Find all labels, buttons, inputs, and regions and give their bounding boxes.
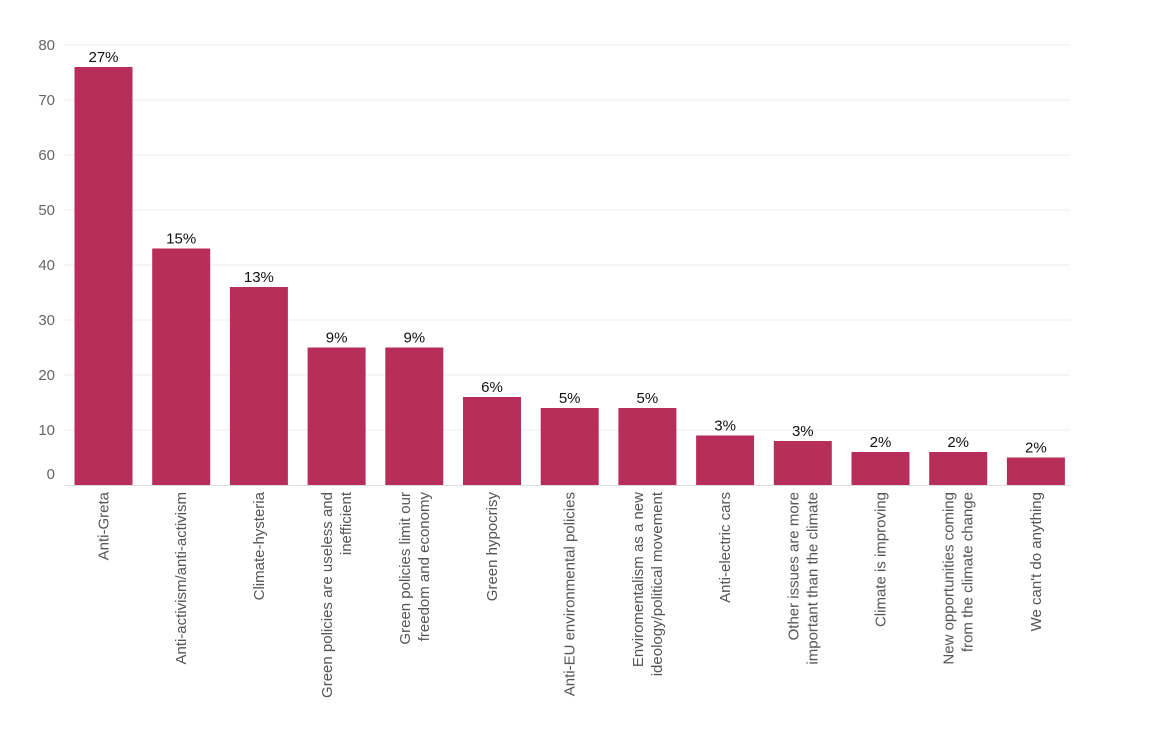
category-label-line: Green hypocrisy	[484, 492, 501, 602]
y-tick-label: 0	[47, 466, 55, 483]
data-label: 5%	[559, 390, 581, 407]
category-label: Enviromentalism as a new ideology/politic…	[630, 491, 666, 676]
category-label: Anti-EU environmental policies	[562, 492, 579, 696]
category-label-line: Anti-EU environmental policies	[562, 492, 579, 696]
bar	[1006, 457, 1065, 485]
category-label-line: important than the climate	[804, 492, 821, 665]
bar	[773, 441, 832, 485]
y-tick-label: 50	[38, 202, 55, 219]
data-label: 5%	[637, 390, 659, 407]
data-label: 2%	[870, 434, 892, 451]
data-label: 27%	[88, 49, 118, 66]
data-label: 13%	[244, 269, 274, 286]
data-label: 2%	[947, 434, 969, 451]
data-label: 3%	[714, 418, 736, 435]
bar	[385, 347, 444, 485]
category-label: Green policies are useless and inefficien…	[319, 491, 355, 698]
data-label: 9%	[403, 330, 425, 347]
y-tick-label: 80	[38, 37, 55, 54]
y-tick-label: 20	[38, 367, 55, 384]
y-tick-label: 70	[38, 92, 55, 109]
data-label: 15%	[166, 231, 196, 248]
category-label: Anti-Greta	[96, 491, 113, 560]
bars	[74, 67, 1065, 485]
bar	[540, 408, 599, 485]
bar	[307, 347, 366, 485]
category-label: Other issues are more important than the …	[785, 492, 821, 665]
bar	[618, 408, 677, 485]
grid-lines	[64, 44, 1070, 431]
category-label: We can't do anything	[1028, 492, 1045, 631]
y-axis-tick-labels: 0 10 20 30 40 50 60 70 80	[38, 37, 55, 483]
category-label-line: Enviromentalism as a new	[630, 492, 647, 667]
category-label-line: Climate is improving	[873, 492, 890, 627]
category-label: Anti-activism/anti-activism	[173, 492, 190, 665]
category-label-line: Anti-electric cars	[717, 492, 734, 603]
y-tick-label: 10	[38, 422, 55, 439]
category-label-line: Other issues are more	[785, 492, 802, 640]
bar	[74, 67, 133, 485]
data-label: 9%	[326, 330, 348, 347]
category-label-line: Anti-activism/anti-activism	[173, 492, 190, 665]
data-label: 2%	[1025, 440, 1047, 457]
category-label-line: freedom and economy	[416, 492, 433, 642]
bar	[463, 397, 521, 485]
category-label-line: Climate-hysteria	[251, 491, 268, 600]
y-tick-label: 30	[38, 312, 55, 329]
category-label-line: Green policies limit our	[397, 492, 414, 645]
category-label-line: from the climate change	[960, 492, 977, 652]
category-labels: Anti-Greta Anti-activism/anti-activism Cli…	[96, 491, 1045, 698]
bar	[696, 435, 755, 485]
data-label: 6%	[481, 379, 503, 396]
bar	[229, 287, 288, 485]
category-label: Green policies limit our freedom and econ…	[397, 492, 433, 645]
category-label-line: We can't do anything	[1028, 492, 1045, 631]
bar	[851, 452, 910, 485]
category-label-line: inefficient	[338, 491, 355, 555]
category-label: Anti-electric cars	[717, 492, 734, 603]
category-label: New opportunities coming from the climate…	[941, 492, 977, 665]
data-labels: 27% 15% 13% 9% 9% 6% 5% 5% 3% 3% 2% 2% 2%	[88, 49, 1046, 457]
category-label-line: Anti-Greta	[96, 491, 113, 560]
category-label-line: New opportunities coming	[941, 492, 958, 665]
category-label: Climate is improving	[873, 492, 890, 627]
category-label-line: ideology/political movement	[649, 491, 666, 676]
bar	[152, 248, 211, 485]
data-label: 3%	[792, 423, 814, 440]
category-label-line: Green policies are useless and	[319, 492, 336, 698]
y-tick-label: 40	[38, 257, 55, 274]
category-label: Green hypocrisy	[484, 492, 501, 602]
y-tick-label: 60	[38, 147, 55, 164]
category-label: Climate-hysteria	[251, 491, 268, 600]
bar	[929, 452, 988, 485]
